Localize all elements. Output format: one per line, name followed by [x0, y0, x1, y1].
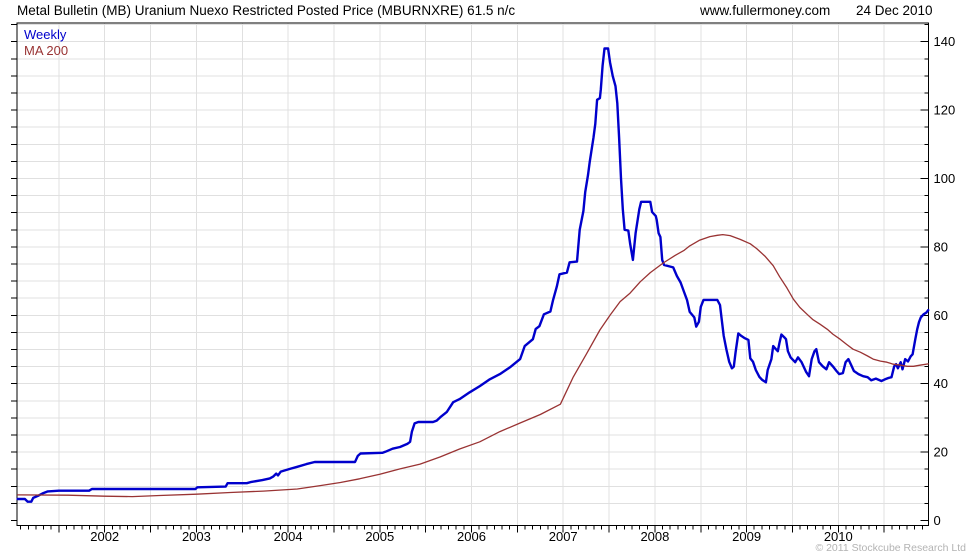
copyright-notice: © 2011 Stockcube Research Ltd: [815, 542, 966, 554]
axis-labels: 2002 2003 2004 2005 2006 2007 2008 2009 2010 0 20 4…: [90, 34, 955, 544]
y-axis-value-label: 40: [934, 376, 948, 391]
price-series: [16, 47, 930, 503]
legend-weekly-label: Weekly: [24, 27, 67, 42]
website-link[interactable]: www.fullermoney.com: [700, 3, 831, 18]
x-axis-year-label: 2002: [90, 529, 119, 544]
x-axis-year-label: 2007: [549, 529, 578, 544]
x-axis-year-label: 2008: [640, 529, 669, 544]
gridlines: [17, 23, 929, 526]
y-axis-value-label: 100: [934, 171, 956, 186]
y-axis-value-label: 0: [934, 513, 941, 528]
x-axis-year-label: 2003: [182, 529, 211, 544]
chart-date: 24 Dec 2010: [856, 3, 933, 18]
x-axis-year-label: 2006: [457, 529, 486, 544]
chart-title: Metal Bulletin (MB) Uranium Nuexo Restri…: [17, 3, 516, 18]
x-axis-year-label: 2010: [824, 529, 853, 544]
legend-ma200-label: MA 200: [24, 43, 69, 58]
ma200-line: [16, 233, 929, 498]
x-axis-year-label: 2009: [732, 529, 761, 544]
x-axis-year-label: 2004: [274, 529, 303, 544]
weekly-price-line: [16, 47, 930, 503]
y-axis-value-label: 140: [934, 34, 956, 49]
y-axis-value-label: 80: [934, 239, 948, 254]
y-axis-value-label: 20: [934, 445, 948, 460]
x-axis-year-label: 2005: [365, 529, 394, 544]
y-axis-value-label: 120: [934, 103, 956, 118]
plot-frame: [16, 22, 929, 527]
y-axis-value-label: 60: [934, 308, 948, 323]
axis-ticks: [11, 24, 929, 533]
